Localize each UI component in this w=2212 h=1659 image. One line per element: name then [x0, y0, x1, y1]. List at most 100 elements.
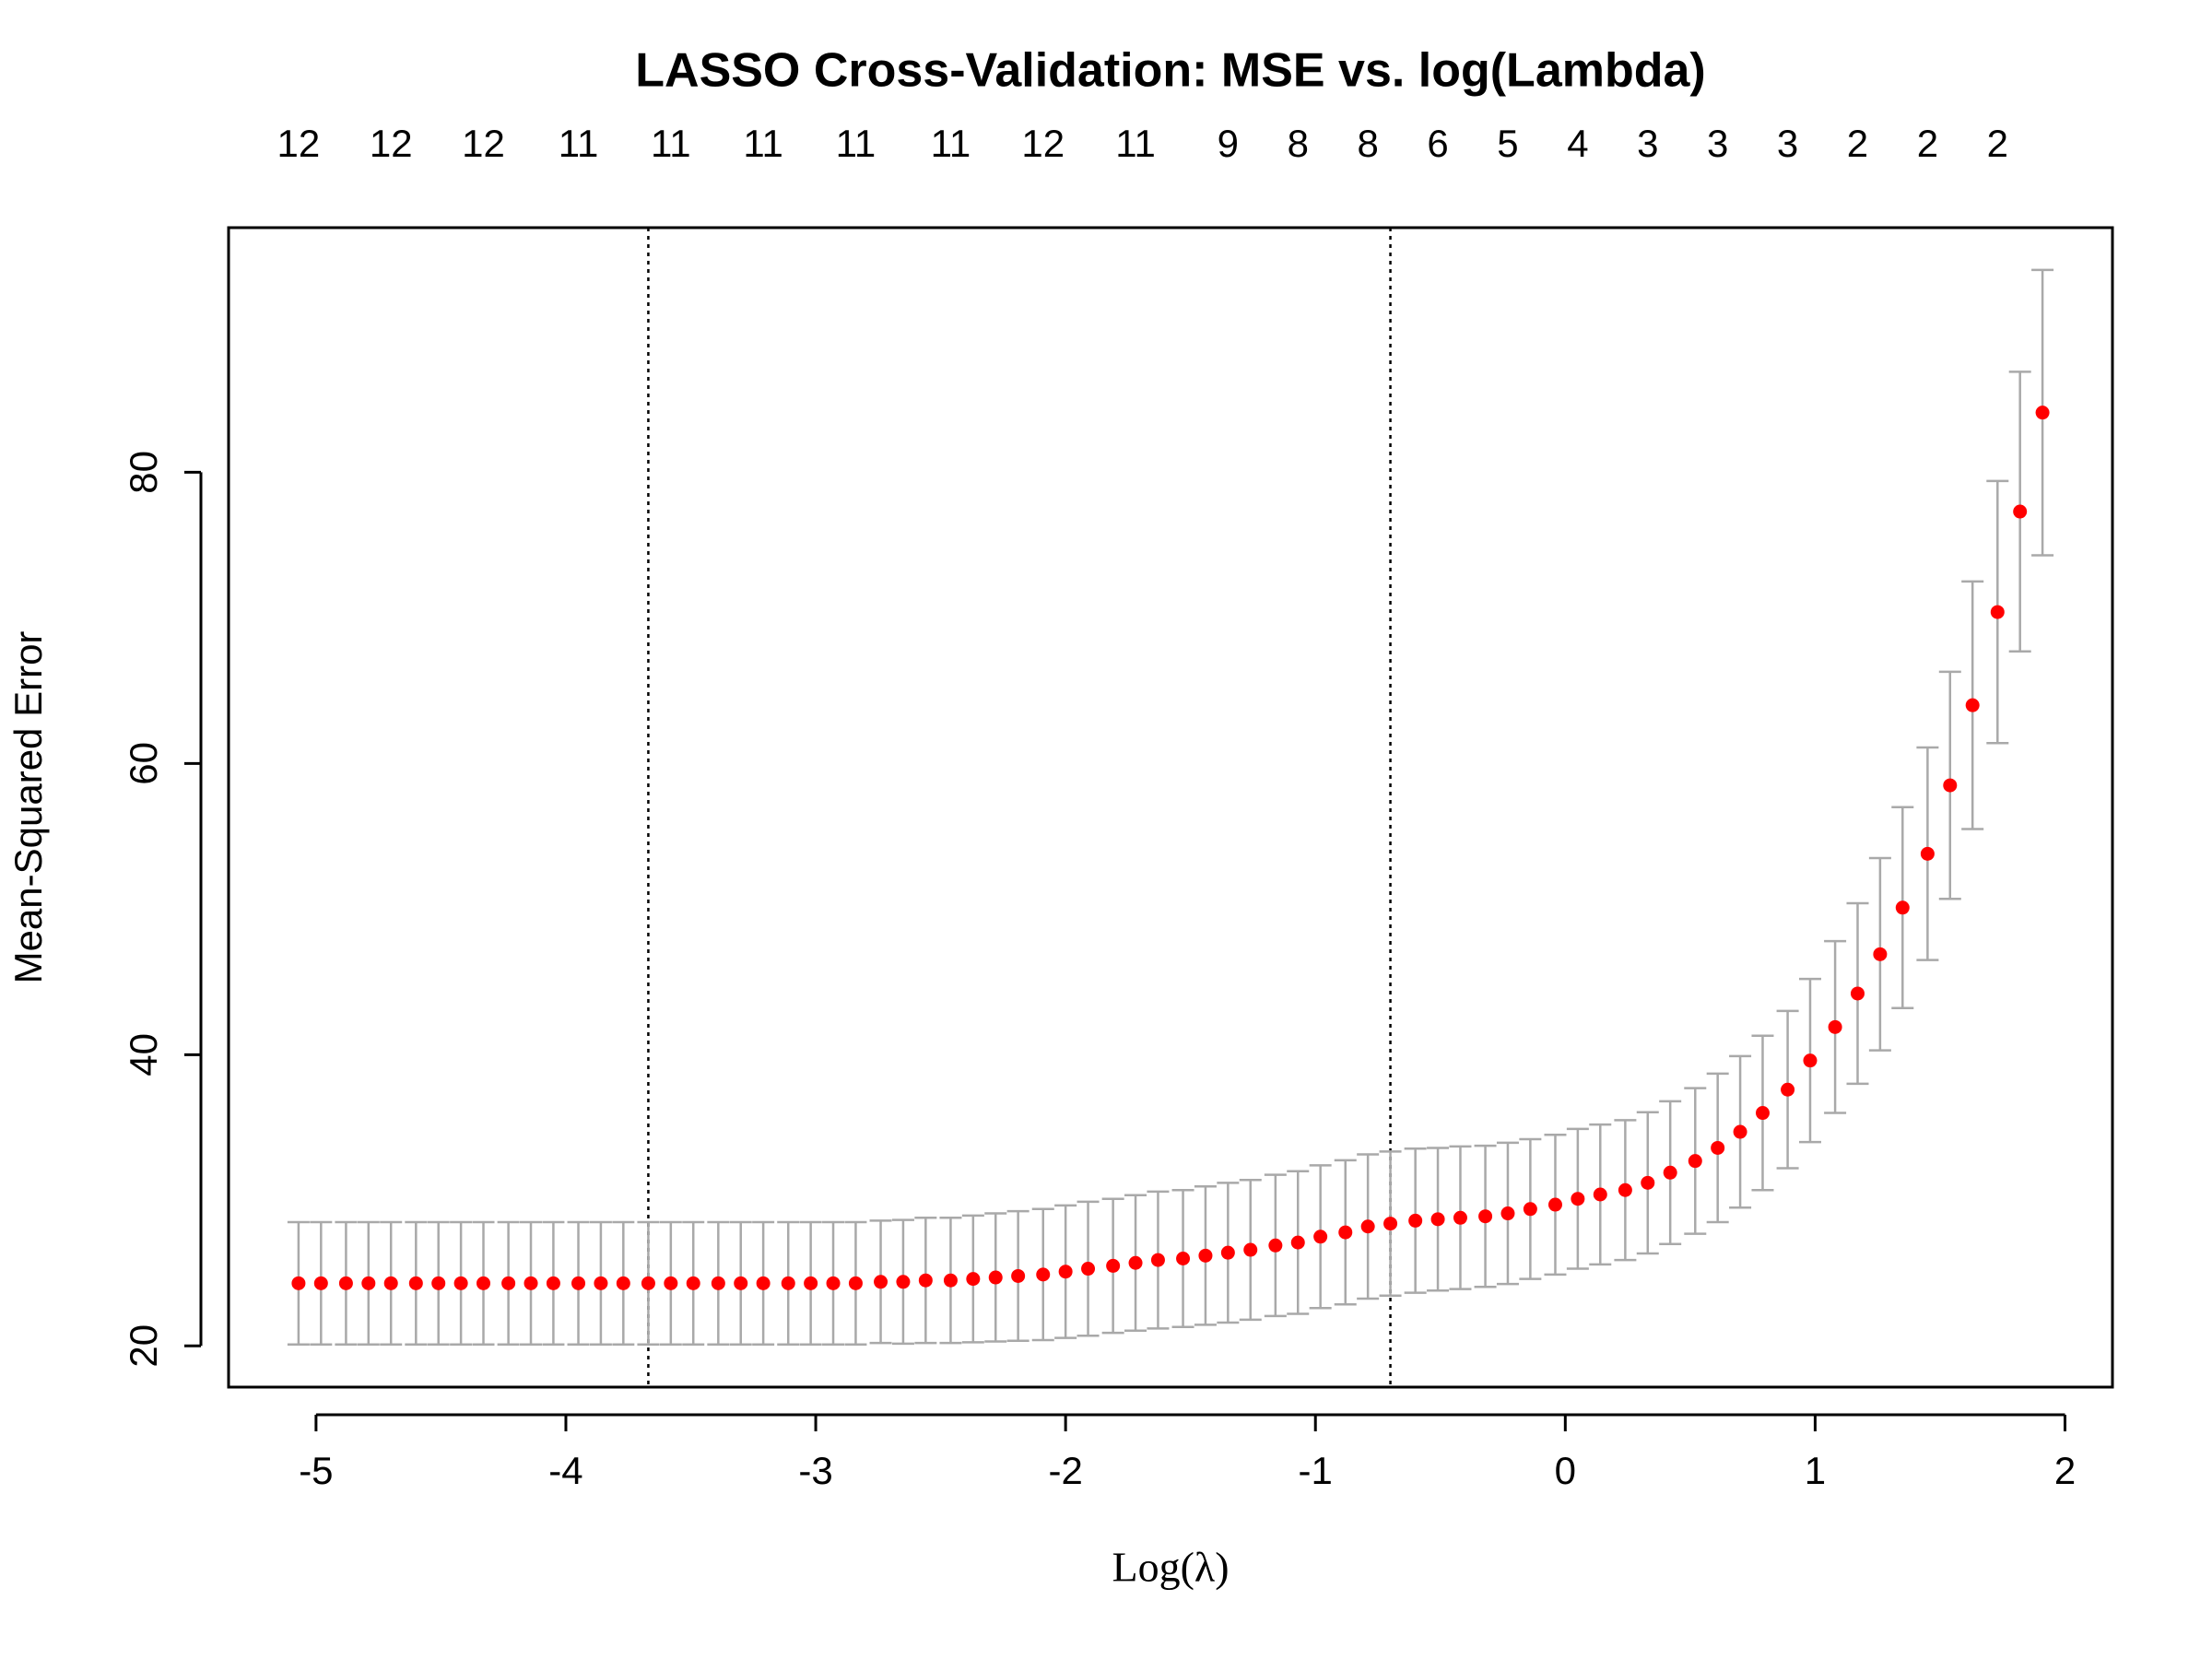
top-count-label: 11 — [1115, 122, 1156, 165]
point — [966, 1272, 981, 1287]
point — [1011, 1268, 1026, 1283]
x-axis-label: Log(λ) — [1112, 1544, 1229, 1591]
point — [453, 1276, 468, 1290]
point — [383, 1276, 398, 1290]
point — [361, 1276, 376, 1290]
point — [1965, 698, 1980, 712]
x-tick-label: -3 — [798, 1449, 832, 1492]
y-tick-label: 20 — [122, 1324, 165, 1368]
point — [734, 1276, 748, 1290]
point — [408, 1276, 423, 1290]
point — [1478, 1209, 1493, 1224]
point — [1313, 1230, 1328, 1244]
point — [501, 1276, 516, 1290]
top-count-label: 2 — [1847, 122, 1868, 165]
top-count-label: 2 — [1917, 122, 1938, 165]
x-tick-label: 2 — [2054, 1449, 2076, 1492]
point — [546, 1276, 560, 1290]
point — [2035, 406, 2050, 420]
point — [848, 1276, 863, 1290]
point — [594, 1276, 608, 1290]
point — [918, 1273, 933, 1288]
x-tick-label: 0 — [1555, 1449, 1576, 1492]
point — [1755, 1106, 1770, 1121]
point — [1500, 1206, 1515, 1221]
point — [1803, 1053, 1818, 1068]
point — [1547, 1197, 1562, 1212]
top-count-label: 8 — [1357, 122, 1378, 165]
point — [1176, 1252, 1191, 1266]
point — [1290, 1235, 1305, 1250]
point — [1663, 1165, 1677, 1180]
point — [1990, 605, 2005, 619]
top-count-label: 12 — [462, 122, 505, 165]
top-count-label: 12 — [1021, 122, 1065, 165]
point — [641, 1276, 655, 1290]
point — [1383, 1217, 1398, 1231]
point — [477, 1276, 491, 1290]
point — [1430, 1212, 1445, 1227]
top-count-label: 3 — [1707, 122, 1728, 165]
point — [1243, 1242, 1258, 1257]
point — [1593, 1187, 1607, 1202]
point — [781, 1276, 795, 1290]
point — [2013, 504, 2028, 519]
point — [1036, 1267, 1051, 1282]
top-count-label: 11 — [743, 122, 783, 165]
point — [804, 1276, 818, 1290]
top-count-label: 3 — [1637, 122, 1658, 165]
point — [1453, 1210, 1467, 1225]
point — [524, 1276, 538, 1290]
point — [1338, 1225, 1353, 1240]
chart-title: LASSO Cross-Validation: MSE vs. log(Lamb… — [635, 44, 1706, 98]
point — [1150, 1253, 1165, 1267]
top-count-label: 9 — [1218, 122, 1239, 165]
x-tick-label: -1 — [1299, 1449, 1333, 1492]
point — [1920, 846, 1935, 861]
point — [943, 1273, 958, 1288]
top-count-label: 6 — [1427, 122, 1448, 165]
point — [616, 1276, 630, 1290]
point — [1895, 900, 1910, 915]
point — [664, 1276, 678, 1290]
y-tick-label: 80 — [122, 451, 165, 494]
top-count-label: 11 — [931, 122, 971, 165]
point — [1943, 778, 1958, 793]
x-tick-label: -4 — [548, 1449, 582, 1492]
point — [1641, 1175, 1655, 1190]
point — [431, 1276, 446, 1290]
x-tick-label: -2 — [1048, 1449, 1082, 1492]
top-count-label: 11 — [651, 122, 691, 165]
point — [874, 1275, 888, 1289]
point — [1523, 1202, 1537, 1217]
point — [1850, 986, 1865, 1001]
y-tick-label: 40 — [122, 1033, 165, 1077]
point — [1198, 1248, 1213, 1263]
point — [571, 1276, 586, 1290]
point — [1873, 947, 1888, 961]
top-count-label: 5 — [1497, 122, 1518, 165]
top-count-label: 4 — [1567, 122, 1588, 165]
x-tick-label: 1 — [1805, 1449, 1826, 1492]
x-tick-label: -5 — [299, 1449, 333, 1492]
point — [313, 1276, 328, 1290]
top-count-label: 12 — [277, 122, 321, 165]
point — [1268, 1238, 1283, 1253]
point — [756, 1276, 771, 1290]
point — [1128, 1255, 1143, 1270]
point — [1711, 1140, 1725, 1155]
point — [1220, 1245, 1235, 1260]
point — [1618, 1182, 1632, 1197]
point — [826, 1276, 841, 1290]
point — [1408, 1213, 1423, 1228]
point — [1688, 1154, 1702, 1169]
point — [896, 1275, 911, 1289]
point — [338, 1276, 353, 1290]
point — [988, 1270, 1003, 1285]
point — [1081, 1262, 1096, 1277]
top-count-label: 8 — [1288, 122, 1309, 165]
top-count-label: 2 — [1987, 122, 2008, 165]
point — [1828, 1019, 1842, 1034]
